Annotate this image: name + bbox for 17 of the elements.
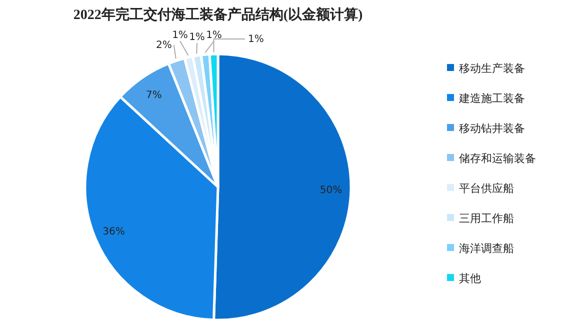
legend-label: 储存和运输装备 bbox=[459, 152, 536, 165]
legend-label: 三用工作船 bbox=[459, 212, 514, 225]
data-label: 1% bbox=[206, 30, 222, 41]
legend-label: 移动钻井装备 bbox=[459, 122, 525, 135]
legend-label: 建造施工装备 bbox=[458, 92, 525, 105]
data-label: 1% bbox=[248, 34, 264, 45]
chart-title: 2022年完工交付海工装备产品结构(以金额计算) bbox=[73, 6, 363, 23]
legend-label: 移动生产装备 bbox=[459, 62, 525, 75]
legend-label: 海洋调查船 bbox=[459, 242, 514, 255]
legend-label: 平台供应船 bbox=[459, 182, 514, 195]
data-label: 50% bbox=[320, 184, 342, 196]
data-label: 2% bbox=[156, 40, 172, 51]
data-label: 36% bbox=[102, 226, 125, 238]
data-label: 1% bbox=[172, 30, 188, 41]
legend-label: 其他 bbox=[459, 272, 481, 285]
data-label: 7% bbox=[146, 90, 162, 101]
data-label: 1% bbox=[189, 32, 205, 43]
